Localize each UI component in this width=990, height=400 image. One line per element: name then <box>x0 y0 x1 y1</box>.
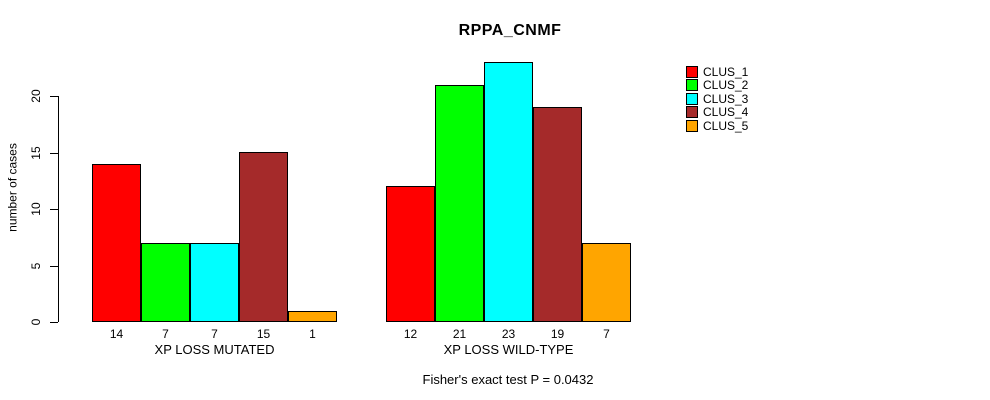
y-tick-label: 5 <box>29 262 43 269</box>
y-tick-mark <box>50 265 58 267</box>
bar-value-label: 14 <box>109 327 124 341</box>
y-tick-mark <box>50 209 58 210</box>
legend-label: CLUS_1 <box>703 64 749 79</box>
y-tick-mark <box>50 152 58 154</box>
fisher-test-caption: Fisher's exact test P = 0.0432 <box>422 372 594 387</box>
bar-clus_3-group2 <box>484 62 533 322</box>
chart-title: RPPA_CNMF <box>458 22 562 39</box>
legend-label: CLUS_2 <box>703 78 749 93</box>
y-axis-line <box>58 96 59 322</box>
legend-row: CLUS_2 <box>686 79 748 93</box>
legend: CLUS_1 CLUS_2 CLUS_3 CLUS_4 CLUS_5 <box>686 65 748 133</box>
y-tick-label: 10 <box>29 202 43 216</box>
bar-clus_4-group1 <box>239 152 288 322</box>
legend-row: CLUS_3 <box>686 92 748 106</box>
legend-swatch-clus_2 <box>686 79 698 92</box>
y-tick-mark <box>50 96 58 97</box>
bar-clus_3-group1 <box>190 243 239 322</box>
bar-value-label: 21 <box>452 327 467 341</box>
bar-clus_5-group1 <box>288 311 337 322</box>
bar-clus_2-group2 <box>435 85 484 322</box>
legend-row: CLUS_1 <box>686 65 748 79</box>
x-group-label: XP LOSS WILD-TYPE <box>443 342 574 357</box>
bar-clus_5-group2 <box>582 243 631 322</box>
legend-row: CLUS_5 <box>686 119 748 133</box>
y-tick-label: 0 <box>29 318 43 326</box>
legend-swatch-clus_3 <box>686 92 698 105</box>
bar-value-label: 1 <box>309 327 316 341</box>
y-tick-label: 20 <box>29 89 43 103</box>
bar-value-label: 15 <box>256 327 271 341</box>
bar-clus_2-group1 <box>141 243 190 322</box>
y-axis-title: number of cases <box>5 143 20 232</box>
bar-value-label: 23 <box>501 327 516 341</box>
y-tick-mark <box>50 322 58 323</box>
bar-clus_1-group2 <box>386 186 435 322</box>
legend-row: CLUS_4 <box>686 106 748 120</box>
bar-clus_1-group1 <box>92 164 141 322</box>
bar-value-label: 7 <box>603 327 610 341</box>
legend-label: CLUS_3 <box>703 91 749 106</box>
bar-value-label: 19 <box>550 327 565 341</box>
bar-value-label: 12 <box>403 327 418 341</box>
legend-swatch-clus_4 <box>686 106 698 119</box>
legend-label: CLUS_4 <box>703 105 749 120</box>
bar-clus_4-group2 <box>533 107 582 322</box>
bar-value-label: 7 <box>211 327 218 341</box>
legend-label: CLUS_5 <box>703 118 749 133</box>
x-group-label: XP LOSS MUTATED <box>154 342 275 357</box>
bar-value-label: 7 <box>162 327 169 341</box>
y-tick-label: 15 <box>29 145 43 160</box>
legend-swatch-clus_5 <box>686 119 698 132</box>
legend-swatch-clus_1 <box>686 65 698 78</box>
